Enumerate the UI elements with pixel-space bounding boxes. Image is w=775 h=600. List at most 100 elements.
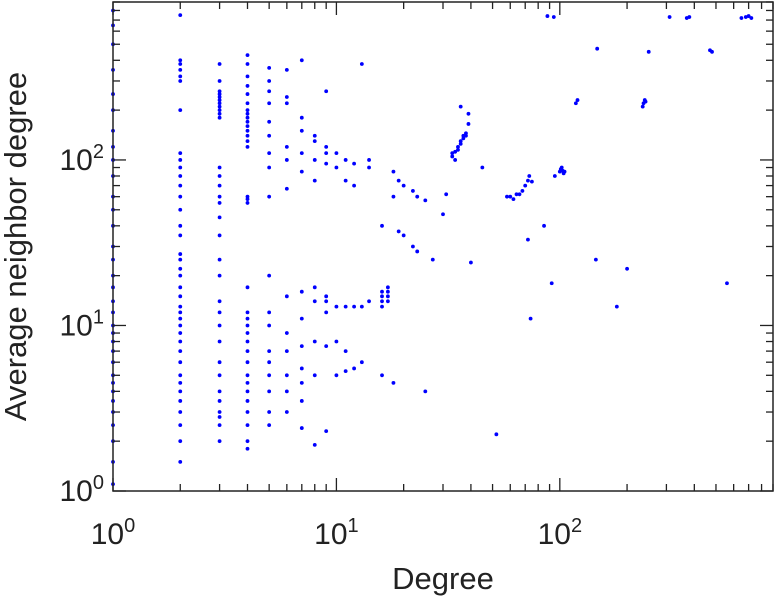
data-point bbox=[299, 169, 304, 174]
data-point bbox=[385, 299, 390, 304]
data-point bbox=[299, 316, 304, 321]
data-point bbox=[178, 13, 183, 18]
data-point bbox=[178, 233, 183, 238]
data-point bbox=[178, 410, 183, 414]
data-point bbox=[385, 294, 390, 299]
data-point bbox=[178, 257, 183, 262]
data-point bbox=[352, 161, 356, 166]
data-point bbox=[178, 79, 183, 83]
data-point bbox=[312, 373, 317, 378]
data-point bbox=[380, 299, 384, 304]
data-point bbox=[593, 257, 598, 262]
data-point bbox=[217, 62, 222, 66]
data-point bbox=[267, 65, 272, 70]
data-point bbox=[352, 366, 356, 371]
data-point bbox=[367, 158, 371, 162]
data-point bbox=[505, 194, 509, 199]
data-point bbox=[245, 128, 250, 133]
data-point bbox=[324, 299, 329, 304]
data-point bbox=[217, 194, 222, 199]
data-point bbox=[267, 89, 272, 94]
data-point bbox=[299, 128, 304, 133]
data-point bbox=[284, 331, 289, 335]
data-point bbox=[267, 349, 272, 354]
data-point bbox=[284, 144, 289, 149]
data-point bbox=[217, 79, 222, 83]
data-point bbox=[245, 101, 250, 106]
data-point bbox=[245, 194, 250, 199]
data-point bbox=[217, 108, 222, 113]
data-point bbox=[178, 252, 183, 256]
data-point bbox=[217, 104, 222, 109]
data-point bbox=[359, 360, 364, 365]
data-point bbox=[401, 183, 406, 188]
data-point bbox=[380, 294, 384, 299]
data-point bbox=[343, 304, 348, 309]
data-point bbox=[299, 289, 304, 294]
data-point bbox=[456, 148, 460, 152]
data-point bbox=[562, 169, 567, 174]
data-point bbox=[453, 158, 458, 162]
data-point bbox=[739, 16, 744, 20]
data-point bbox=[334, 339, 339, 344]
data-point bbox=[450, 151, 455, 156]
data-point bbox=[178, 108, 183, 113]
x-tick-label: 101 bbox=[314, 515, 359, 551]
data-point bbox=[178, 323, 183, 328]
data-point bbox=[267, 310, 272, 315]
data-point bbox=[178, 459, 183, 464]
data-point bbox=[343, 369, 348, 374]
data-point bbox=[530, 179, 534, 184]
data-point bbox=[217, 299, 222, 304]
data-point bbox=[625, 266, 629, 271]
y-tick-label: 100 bbox=[60, 472, 105, 508]
data-point bbox=[245, 124, 250, 129]
data-point bbox=[217, 339, 222, 344]
data-point bbox=[299, 380, 304, 385]
data-point bbox=[396, 178, 401, 183]
data-point bbox=[480, 165, 485, 170]
data-point bbox=[178, 67, 183, 72]
data-point bbox=[343, 178, 348, 183]
data-point bbox=[458, 139, 463, 143]
data-point bbox=[217, 111, 222, 116]
data-point bbox=[359, 304, 364, 309]
data-point bbox=[749, 16, 754, 20]
data-point bbox=[430, 257, 435, 262]
y-tick-label: 102 bbox=[60, 141, 105, 177]
data-point bbox=[178, 373, 183, 378]
data-point bbox=[217, 389, 222, 394]
y-tick-label: 101 bbox=[60, 306, 105, 342]
data-point bbox=[217, 98, 222, 102]
data-point bbox=[245, 423, 250, 428]
data-point bbox=[423, 198, 428, 203]
data-point bbox=[494, 432, 499, 437]
data-point bbox=[245, 349, 250, 354]
data-point bbox=[312, 133, 317, 138]
data-point bbox=[245, 92, 250, 96]
plot-frame bbox=[112, 1, 774, 492]
data-point bbox=[267, 119, 272, 124]
data-point bbox=[334, 373, 339, 378]
data-point bbox=[217, 115, 222, 120]
data-point bbox=[245, 310, 250, 315]
data-point bbox=[217, 233, 222, 238]
data-point bbox=[178, 223, 183, 228]
data-point bbox=[380, 373, 384, 378]
data-point bbox=[312, 299, 317, 304]
data-point bbox=[217, 373, 222, 378]
data-point bbox=[299, 426, 304, 430]
data-point bbox=[267, 101, 272, 106]
data-point bbox=[245, 446, 250, 451]
data-point bbox=[178, 183, 183, 188]
data-point bbox=[343, 349, 348, 354]
data-point bbox=[245, 62, 250, 66]
data-point bbox=[411, 189, 415, 193]
data-point bbox=[575, 98, 580, 102]
data-point bbox=[444, 192, 449, 197]
data-point bbox=[667, 15, 672, 19]
data-point bbox=[385, 285, 390, 290]
data-point bbox=[178, 207, 183, 212]
data-point bbox=[710, 49, 714, 54]
data-point bbox=[245, 285, 250, 290]
